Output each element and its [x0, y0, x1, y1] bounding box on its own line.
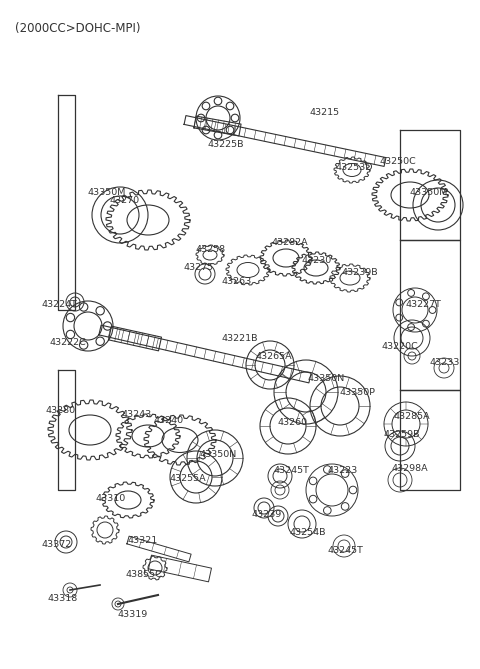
Text: 43265A: 43265A — [255, 352, 292, 361]
Text: 43233: 43233 — [430, 358, 460, 367]
Text: 43260: 43260 — [278, 418, 308, 427]
Text: 43227T: 43227T — [406, 300, 442, 309]
Text: 43239B: 43239B — [342, 268, 379, 277]
Text: 43215: 43215 — [310, 108, 340, 117]
Text: 43220C: 43220C — [382, 342, 419, 351]
Text: 43222C: 43222C — [50, 338, 87, 347]
Text: 43855C: 43855C — [125, 570, 162, 579]
Text: 43245T: 43245T — [328, 546, 364, 555]
Text: (2000CC>DOHC-MPI): (2000CC>DOHC-MPI) — [15, 22, 141, 35]
Text: 43243: 43243 — [122, 410, 152, 419]
Text: 43258: 43258 — [196, 245, 226, 254]
Text: 43255A: 43255A — [170, 474, 206, 483]
Text: 43350N: 43350N — [308, 374, 345, 383]
Text: 43285A: 43285A — [394, 412, 431, 421]
Text: 43319: 43319 — [118, 610, 148, 619]
Text: 43318: 43318 — [48, 594, 78, 603]
Text: 43350P: 43350P — [340, 388, 376, 397]
Text: 43298A: 43298A — [392, 464, 429, 473]
Text: 43230: 43230 — [302, 256, 332, 265]
Text: 43270: 43270 — [110, 196, 140, 205]
Text: 43350M: 43350M — [88, 188, 126, 197]
Text: 43282A: 43282A — [272, 238, 309, 247]
Text: 43253D: 43253D — [335, 163, 372, 172]
Text: 43310: 43310 — [95, 494, 125, 503]
Text: 43225B: 43225B — [208, 140, 244, 149]
Text: 43350M: 43350M — [410, 188, 448, 197]
Text: 43221B: 43221B — [222, 334, 259, 343]
Text: 43254B: 43254B — [290, 528, 326, 537]
Text: 43250C: 43250C — [380, 157, 417, 166]
Text: 43263: 43263 — [222, 277, 252, 286]
Text: 43275: 43275 — [183, 263, 213, 272]
Text: 43372: 43372 — [42, 540, 72, 549]
Text: 43223: 43223 — [328, 466, 358, 475]
Text: 43280: 43280 — [45, 406, 75, 415]
Text: 43245T: 43245T — [274, 466, 310, 475]
Text: 43350N: 43350N — [200, 450, 237, 459]
Text: 43321: 43321 — [128, 536, 158, 545]
Text: 43224T: 43224T — [42, 300, 78, 309]
Text: 43239: 43239 — [252, 510, 282, 519]
Text: 43259B: 43259B — [383, 430, 420, 439]
Text: 43240: 43240 — [153, 416, 183, 425]
